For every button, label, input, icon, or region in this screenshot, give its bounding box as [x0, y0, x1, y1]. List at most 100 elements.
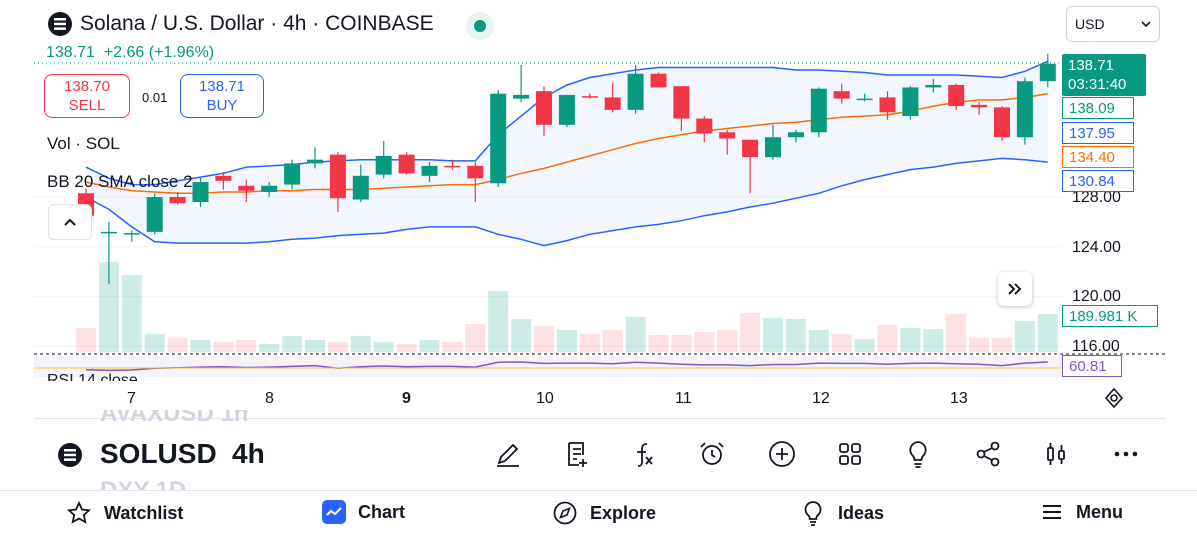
chart-settings-icon[interactable] — [1102, 386, 1126, 410]
note-add-icon — [568, 442, 587, 467]
nav-menu[interactable]: Menu — [1040, 500, 1123, 524]
candle-body — [902, 87, 919, 117]
currency-select[interactable]: USD — [1066, 6, 1160, 42]
candle-body — [169, 197, 186, 204]
rsi-price-tag: 60.81 — [1062, 355, 1122, 377]
volume-bar — [76, 328, 96, 352]
interval-button[interactable]: 4h — [232, 438, 265, 469]
candle-body — [971, 104, 988, 108]
chart-title[interactable]: Solana / U.S. Dollar · 4h · COINBASE — [48, 12, 434, 36]
symbol-button[interactable]: SOLUSD — [100, 438, 217, 469]
bollinger-lower-line — [85, 157, 1048, 247]
add-button[interactable] — [764, 436, 800, 472]
lightbulb-icon — [909, 441, 927, 468]
rsi-band — [34, 355, 1062, 377]
candle-body — [948, 84, 965, 107]
share-button[interactable] — [970, 436, 1006, 472]
volume-bar — [236, 340, 257, 352]
bb-lower-price-tag: 130.84 — [1062, 170, 1134, 192]
volume-bar — [625, 317, 646, 352]
candle-body — [673, 86, 690, 119]
candle-body — [558, 94, 575, 125]
volume-bar — [98, 262, 119, 352]
time-label: 9 — [402, 390, 411, 407]
nav-ideas[interactable]: Ideas — [800, 500, 884, 526]
candle-body — [1016, 81, 1033, 138]
volume-bar — [1014, 321, 1035, 352]
candle-body — [742, 139, 759, 158]
nav-label: Ideas — [838, 502, 885, 523]
chevron-up-icon — [64, 218, 76, 226]
candle-body — [604, 97, 621, 110]
volume-indicator-label[interactable]: Vol · SOL — [47, 134, 120, 153]
alarm-clock-icon — [700, 442, 724, 465]
candle-body — [192, 182, 209, 202]
candlestick-icon — [1047, 443, 1065, 465]
volume-bar — [350, 336, 371, 352]
candle-body — [146, 197, 163, 232]
more-button[interactable] — [1108, 436, 1144, 472]
indicators-button[interactable] — [626, 436, 662, 472]
collapse-legend-button[interactable] — [48, 204, 92, 240]
buy-button[interactable]: 138.71 BUY — [180, 74, 264, 118]
price-tick: 120.00 — [1072, 288, 1121, 305]
candle-body — [765, 137, 781, 158]
nav-label: Watchlist — [104, 502, 184, 523]
volume-bars — [76, 262, 1058, 352]
volume-bar — [488, 291, 509, 352]
chart-type-button[interactable] — [1038, 436, 1074, 472]
volume-bar — [1037, 314, 1058, 352]
volume-bar — [465, 324, 486, 352]
volume-bar — [190, 340, 211, 352]
sell-button[interactable]: 138.70 SELL — [44, 74, 130, 118]
volume-bar — [831, 334, 852, 352]
volume-bar — [671, 335, 692, 352]
price-chart[interactable] — [0, 40, 1197, 380]
candle-body — [307, 159, 323, 164]
volume-bar — [167, 338, 188, 352]
last-price: 138.71 — [1068, 57, 1114, 74]
drawing-tools-button[interactable] — [490, 436, 526, 472]
scroll-to-realtime-button[interactable] — [998, 272, 1032, 306]
candle-body — [1039, 63, 1056, 82]
nav-explore[interactable]: Explore — [552, 500, 656, 526]
rsi-indicator-label[interactable]: RSI 14 close — [47, 372, 138, 381]
volume-bar — [900, 328, 921, 352]
ideas-tool-button[interactable] — [900, 436, 936, 472]
sell-price: 138.70 — [64, 78, 110, 95]
buy-price: 138.71 — [199, 78, 245, 95]
volume-bar — [442, 342, 463, 352]
bar-countdown: 03:31:40 — [1068, 76, 1127, 93]
candle-body — [352, 175, 369, 200]
volume-bar — [556, 330, 577, 352]
candle-body — [100, 231, 117, 234]
share-icon — [976, 441, 1000, 467]
candle-body — [879, 97, 896, 113]
volume-bar — [946, 314, 967, 352]
volume-bar — [213, 342, 234, 352]
volume-bar — [144, 334, 165, 352]
alert-button[interactable] — [694, 436, 730, 472]
bb-basis-price-tag: 137.95 — [1062, 122, 1134, 144]
layout-button[interactable] — [832, 436, 868, 472]
chevron-down-icon — [1141, 21, 1151, 28]
time-scale-divider — [34, 418, 1166, 419]
candle-body — [123, 233, 140, 235]
notes-button[interactable] — [560, 436, 596, 472]
plus-circle-icon — [769, 441, 795, 467]
candle-body — [444, 165, 461, 168]
volume-bar — [579, 334, 600, 352]
volume-bar — [694, 332, 715, 352]
nav-label: Menu — [1076, 501, 1123, 522]
volume-bar — [923, 329, 944, 352]
nav-chart[interactable]: Chart — [322, 500, 405, 524]
candle-body — [810, 88, 827, 133]
volume-bar — [396, 344, 417, 352]
function-icon — [637, 443, 653, 467]
candle-body — [490, 93, 507, 184]
nav-watchlist[interactable]: Watchlist — [66, 500, 183, 526]
volume-bar — [717, 330, 738, 352]
market-open-status-icon[interactable] — [466, 12, 494, 40]
bollinger-indicator-label[interactable]: BB 20 SMA close 2 — [47, 172, 193, 191]
last-price-tag: 138.71 03:31:40 — [1062, 54, 1146, 96]
